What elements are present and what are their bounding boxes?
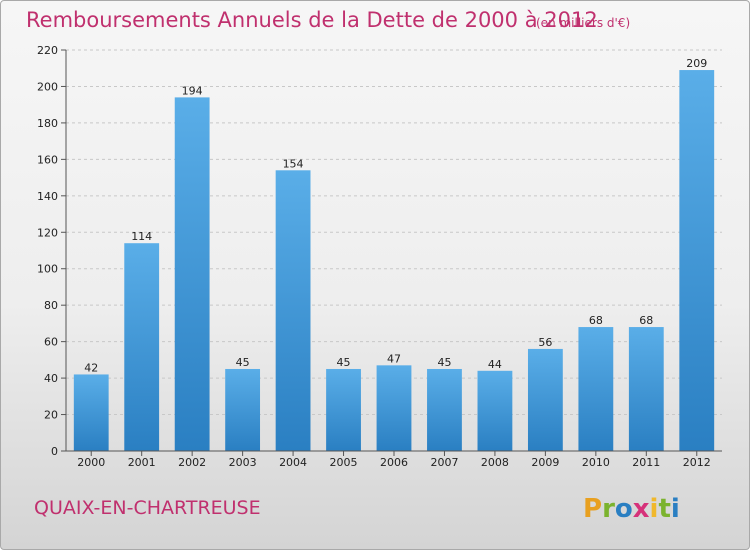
commune-name: QUAIX-EN-CHARTREUSE xyxy=(34,497,261,519)
y-axis: 0 20 40 60 80 100 120 140 160 180 200 220 xyxy=(37,44,67,458)
y-tick-label: 200 xyxy=(37,80,58,93)
bar xyxy=(124,243,160,451)
x-tick-label: 2011 xyxy=(632,456,660,469)
y-tick-label: 140 xyxy=(37,190,58,203)
y-tick-label: 120 xyxy=(37,226,58,239)
data-label: 45 xyxy=(236,356,250,369)
x-tick-label: 2009 xyxy=(531,456,559,469)
data-label: 47 xyxy=(387,352,401,365)
bars: 42 114 194 45 154 45 47 45 44 56 68 68 209 xyxy=(73,57,715,452)
x-tick-label: 2002 xyxy=(178,456,206,469)
data-label: 209 xyxy=(686,57,707,70)
bar xyxy=(427,368,462,451)
x-tick-label: 2010 xyxy=(582,456,610,469)
y-tick-label: 60 xyxy=(44,336,58,349)
x-tick-label: 2005 xyxy=(330,456,358,469)
x-tick-label: 2006 xyxy=(380,456,408,469)
data-label: 44 xyxy=(488,358,502,371)
data-label: 45 xyxy=(437,356,451,369)
bar xyxy=(174,97,210,452)
x-tick-label: 2007 xyxy=(430,456,458,469)
bar xyxy=(275,170,311,452)
x-tick-label: 2004 xyxy=(279,456,307,469)
bar xyxy=(679,70,715,452)
x-tick-label: 2001 xyxy=(128,456,156,469)
data-label: 42 xyxy=(84,361,98,374)
chart-title: Remboursements Annuels de la Dette de 20… xyxy=(26,8,598,32)
bar xyxy=(376,365,412,451)
bar xyxy=(527,348,563,451)
logo-text: Proxiti xyxy=(583,494,680,524)
x-tick-label: 2008 xyxy=(481,456,509,469)
bar xyxy=(225,368,261,451)
bar xyxy=(73,374,109,451)
y-tick-label: 20 xyxy=(44,409,58,422)
x-tick-label: 2012 xyxy=(683,456,711,469)
proxiti-logo: Proxiti xyxy=(583,494,680,524)
bar xyxy=(477,370,513,451)
data-label: 68 xyxy=(589,314,603,327)
data-label: 154 xyxy=(283,157,304,170)
data-label: 114 xyxy=(131,230,152,243)
bar xyxy=(628,327,664,451)
bar xyxy=(326,368,361,451)
data-label: 68 xyxy=(639,314,653,327)
y-tick-label: 0 xyxy=(51,445,58,458)
x-tick-label: 2000 xyxy=(77,456,105,469)
data-label: 194 xyxy=(182,84,203,97)
x-tick-label: 2003 xyxy=(229,456,257,469)
y-tick-label: 100 xyxy=(37,263,58,276)
x-axis: 2000 2001 2002 2003 2004 2005 2006 2007 2008 2009… xyxy=(66,450,722,469)
bar xyxy=(578,327,614,451)
y-tick-label: 220 xyxy=(37,44,58,57)
data-label: 56 xyxy=(538,336,552,349)
chart-subtitle: (en milliers d'€) xyxy=(536,16,630,30)
y-tick-label: 160 xyxy=(37,153,58,166)
y-tick-label: 180 xyxy=(37,117,58,130)
data-label: 45 xyxy=(337,356,351,369)
y-tick-label: 40 xyxy=(44,372,58,385)
y-tick-label: 80 xyxy=(44,299,58,312)
